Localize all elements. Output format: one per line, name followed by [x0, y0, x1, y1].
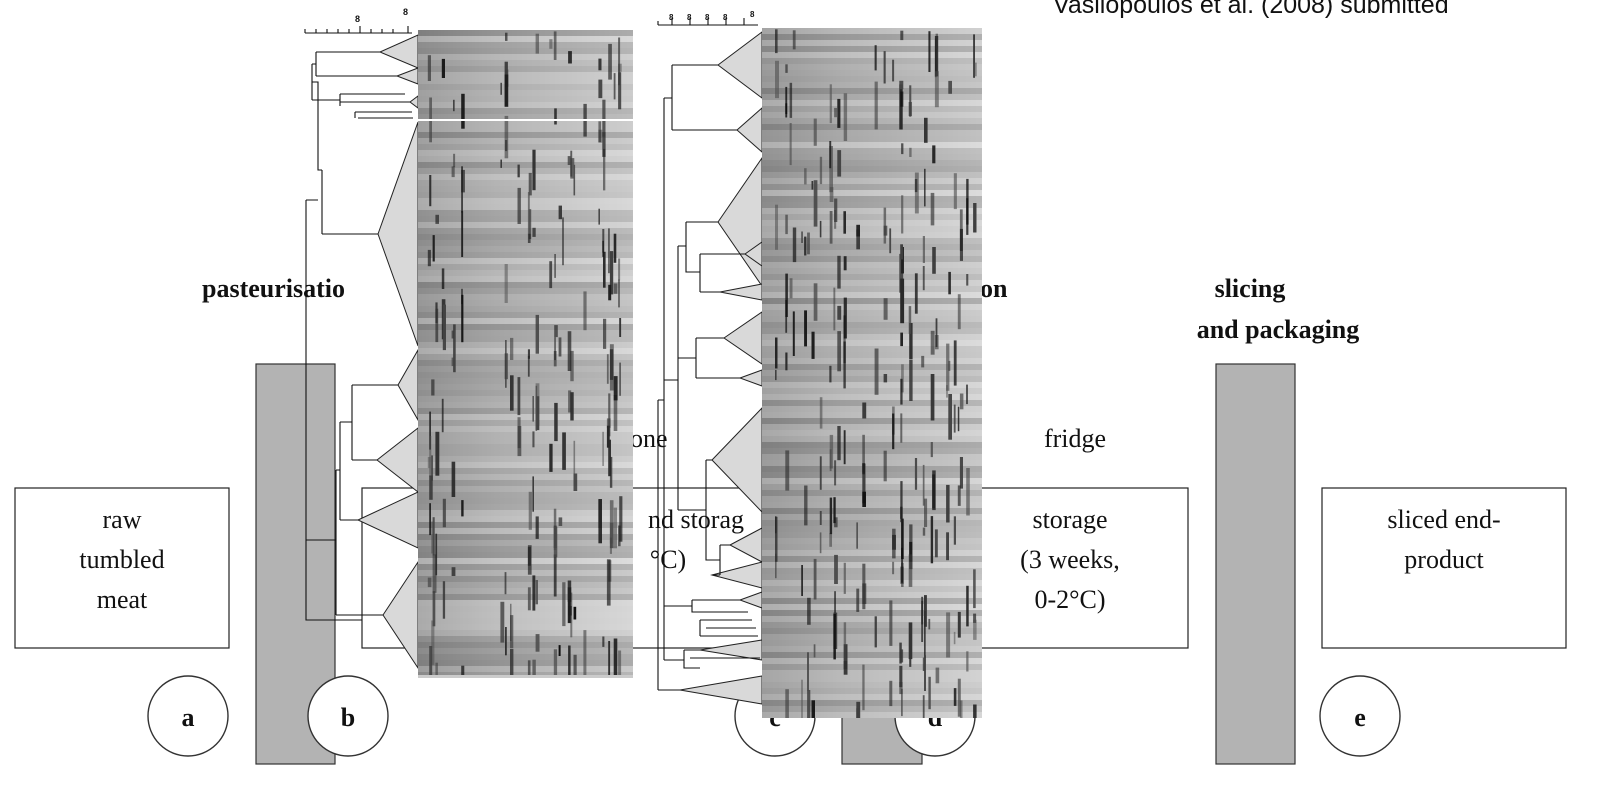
sample-point-e	[1319, 675, 1401, 757]
box-sliced-end-product	[1321, 487, 1567, 649]
box-fridge-storage	[975, 487, 1189, 649]
label-slicing: slicing	[1215, 274, 1286, 303]
box-b-line-3: °C)	[650, 545, 686, 574]
label-fridge: fridge	[1044, 424, 1106, 453]
right-scale-tick-2: 8	[687, 13, 692, 22]
label-pasteurisation: pasteurisatio	[202, 274, 345, 303]
left-scale-tick-2: 8	[403, 7, 408, 17]
right-gel-strip	[762, 28, 982, 718]
label-packaging: and packaging	[1197, 315, 1360, 344]
left-scale-bar: 8 8	[304, 7, 412, 34]
box-a-line-3: meat	[97, 585, 148, 614]
sample-point-b	[307, 675, 389, 757]
box-d-line-3: 0-2°C)	[1034, 585, 1105, 614]
citation-text: Vasilopoulos et al. (2008) submitted	[1053, 0, 1449, 19]
box-a-line-2: tumbled	[79, 545, 164, 574]
sample-point-b-label: b	[341, 703, 355, 732]
right-scale-tick-5: 8	[750, 10, 755, 19]
box-e-line-1: sliced end-	[1387, 505, 1500, 534]
right-scale-tick-3: 8	[705, 13, 710, 22]
sample-point-a	[147, 675, 229, 757]
box-d-line-2: (3 weeks,	[1020, 545, 1120, 574]
box-d-line-1: storage	[1032, 505, 1107, 534]
box-b-line-2: nd storag	[648, 505, 744, 534]
box-e-line-2: product	[1404, 545, 1484, 574]
gate-slicing	[1215, 363, 1296, 765]
label-zone-fragment: one	[630, 424, 668, 453]
left-gel-strip	[418, 30, 633, 678]
box-raw-tumbled-meat	[14, 487, 230, 649]
sample-point-e-label: e	[1354, 703, 1366, 732]
label-cooling-fragment: on	[980, 274, 1008, 303]
right-scale-tick-4: 8	[723, 13, 728, 22]
sample-point-a-label: a	[182, 703, 195, 732]
left-scale-tick-1: 8	[355, 14, 360, 24]
right-scale-tick-1: 8	[669, 13, 674, 22]
right-scale-bar: 8 8 8 8 8	[657, 10, 758, 26]
box-a-line-1: raw	[103, 505, 142, 534]
